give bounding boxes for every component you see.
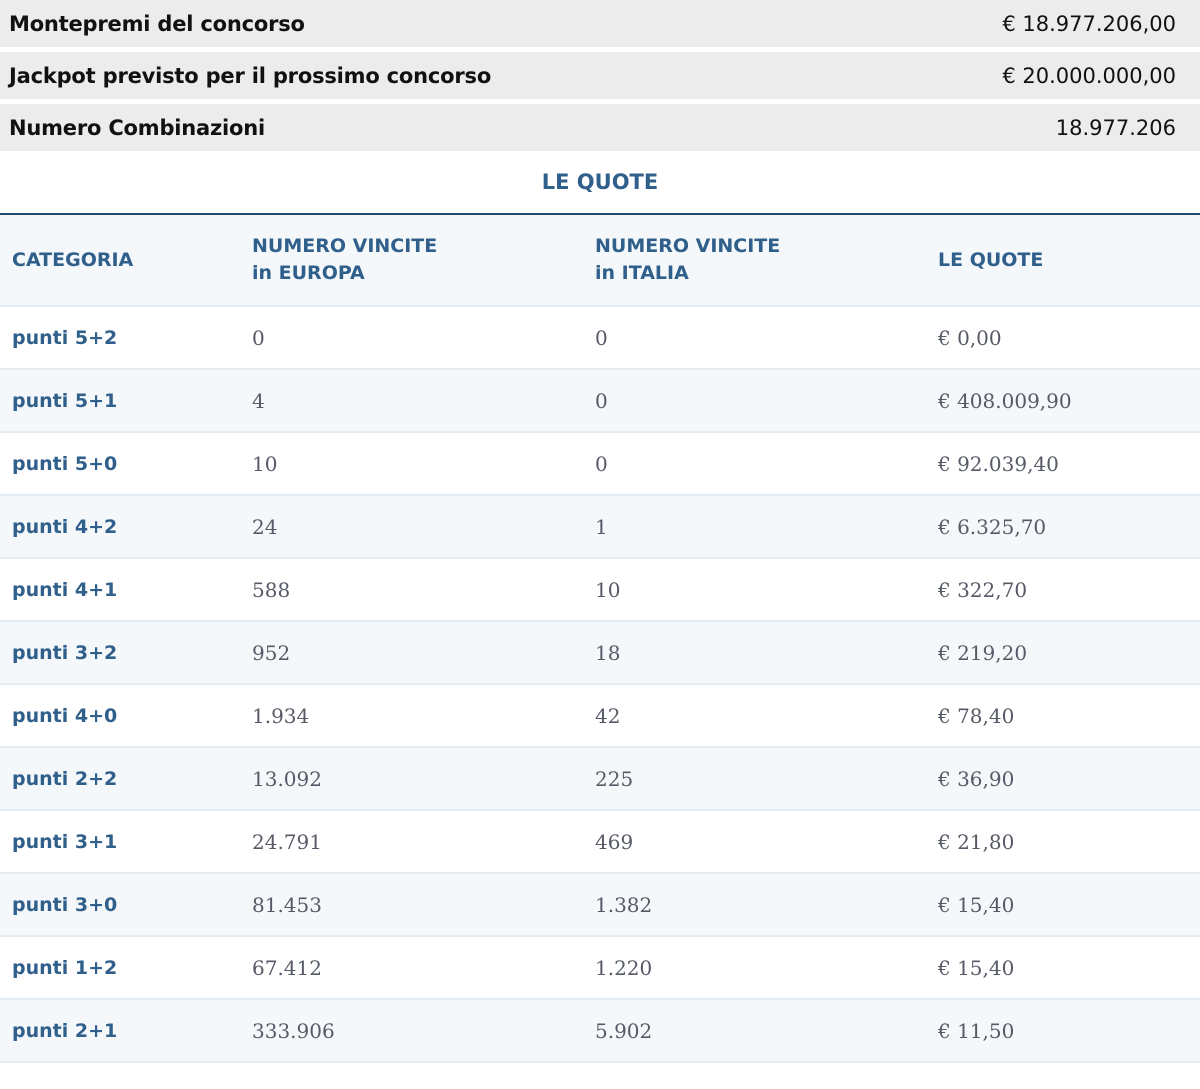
summary-row-combinazioni: Numero Combinazioni 18.977.206 bbox=[0, 104, 1200, 151]
cell-vincite-europa: 81.453 bbox=[252, 892, 322, 917]
cell-quota: € 6.325,70 bbox=[938, 514, 1047, 539]
cell-categoria: punti 3+1 bbox=[12, 830, 118, 853]
cell-vincite-italia: 1.220 bbox=[595, 955, 653, 980]
cell-quota: € 322,70 bbox=[938, 577, 1028, 602]
cell-quota: € 78,40 bbox=[938, 703, 1015, 728]
quote-section-title: LE QUOTE bbox=[0, 151, 1200, 215]
cell-vincite-italia: 18 bbox=[595, 640, 621, 665]
summary-table: Montepremi del concorso € 18.977.206,00 … bbox=[0, 0, 1200, 151]
table-row: punti 3+1 24.791 469 € 21,80 bbox=[0, 810, 1200, 873]
summary-value: 18.977.206 bbox=[1055, 115, 1176, 140]
cell-vincite-europa: 67.412 bbox=[252, 955, 322, 980]
cell-quota: € 11,50 bbox=[938, 1018, 1015, 1043]
table-row: punti 4+0 1.934 42 € 78,40 bbox=[0, 684, 1200, 747]
quote-table: CATEGORIA NUMERO VINCITE in EUROPA NUMER… bbox=[0, 215, 1200, 1063]
cell-vincite-europa: 588 bbox=[252, 577, 291, 602]
summary-value: € 18.977.206,00 bbox=[1002, 11, 1176, 36]
table-row: punti 3+0 81.453 1.382 € 15,40 bbox=[0, 873, 1200, 936]
table-row: punti 5+2 0 0 € 0,00 bbox=[0, 306, 1200, 369]
cell-quota: € 92.039,40 bbox=[938, 451, 1059, 476]
table-row: punti 2+2 13.092 225 € 36,90 bbox=[0, 747, 1200, 810]
cell-vincite-italia: 0 bbox=[595, 451, 608, 476]
cell-vincite-europa: 10 bbox=[252, 451, 278, 476]
cell-categoria: punti 2+2 bbox=[12, 767, 118, 790]
cell-vincite-italia: 225 bbox=[595, 766, 634, 791]
summary-label: Jackpot previsto per il prossimo concors… bbox=[9, 63, 492, 88]
table-row: punti 3+2 952 18 € 219,20 bbox=[0, 621, 1200, 684]
cell-categoria: punti 3+0 bbox=[12, 893, 118, 916]
cell-vincite-europa: 24.791 bbox=[252, 829, 322, 854]
cell-vincite-europa: 4 bbox=[252, 388, 265, 413]
cell-vincite-europa: 1.934 bbox=[252, 703, 310, 728]
cell-quota: € 15,40 bbox=[938, 892, 1015, 917]
cell-categoria: punti 5+2 bbox=[12, 326, 118, 349]
table-row: punti 2+1 333.906 5.902 € 11,50 bbox=[0, 999, 1200, 1062]
summary-row-montepremi: Montepremi del concorso € 18.977.206,00 bbox=[0, 0, 1200, 52]
cell-categoria: punti 4+2 bbox=[12, 515, 118, 538]
summary-label: Numero Combinazioni bbox=[9, 115, 266, 140]
cell-vincite-italia: 469 bbox=[595, 829, 634, 854]
cell-vincite-europa: 0 bbox=[252, 325, 265, 350]
cell-categoria: punti 3+2 bbox=[12, 641, 118, 664]
table-row: punti 5+0 10 0 € 92.039,40 bbox=[0, 432, 1200, 495]
cell-vincite-italia: 10 bbox=[595, 577, 621, 602]
summary-label: Montepremi del concorso bbox=[9, 11, 305, 36]
cell-vincite-italia: 1 bbox=[595, 514, 608, 539]
quote-table-header: CATEGORIA NUMERO VINCITE in EUROPA NUMER… bbox=[0, 215, 1200, 307]
cell-categoria: punti 4+1 bbox=[12, 578, 118, 601]
cell-vincite-italia: 42 bbox=[595, 703, 621, 728]
summary-row-jackpot: Jackpot previsto per il prossimo concors… bbox=[0, 52, 1200, 104]
cell-vincite-italia: 0 bbox=[595, 388, 608, 413]
cell-vincite-europa: 333.906 bbox=[252, 1018, 335, 1043]
header-vincite-europa: NUMERO VINCITE in EUROPA bbox=[240, 215, 583, 307]
header-quote: LE QUOTE bbox=[926, 215, 1200, 307]
cell-vincite-italia: 0 bbox=[595, 325, 608, 350]
cell-vincite-italia: 5.902 bbox=[595, 1018, 653, 1043]
cell-categoria: punti 5+1 bbox=[12, 389, 118, 412]
cell-vincite-europa: 952 bbox=[252, 640, 291, 665]
cell-quota: € 21,80 bbox=[938, 829, 1015, 854]
cell-quota: € 408.009,90 bbox=[938, 388, 1072, 413]
cell-categoria: punti 5+0 bbox=[12, 452, 118, 475]
cell-vincite-europa: 24 bbox=[252, 514, 278, 539]
cell-quota: € 36,90 bbox=[938, 766, 1015, 791]
summary-value: € 20.000.000,00 bbox=[1002, 63, 1176, 88]
cell-categoria: punti 1+2 bbox=[12, 956, 118, 979]
table-row: punti 4+2 24 1 € 6.325,70 bbox=[0, 495, 1200, 558]
cell-quota: € 219,20 bbox=[938, 640, 1028, 665]
table-row: punti 4+1 588 10 € 322,70 bbox=[0, 558, 1200, 621]
header-vincite-italia: NUMERO VINCITE in ITALIA bbox=[583, 215, 926, 307]
cell-quota: € 0,00 bbox=[938, 325, 1002, 350]
cell-vincite-europa: 13.092 bbox=[252, 766, 322, 791]
cell-categoria: punti 2+1 bbox=[12, 1019, 118, 1042]
header-categoria: CATEGORIA bbox=[0, 215, 240, 307]
cell-vincite-italia: 1.382 bbox=[595, 892, 653, 917]
table-row: punti 5+1 4 0 € 408.009,90 bbox=[0, 369, 1200, 432]
table-row: punti 1+2 67.412 1.220 € 15,40 bbox=[0, 936, 1200, 999]
cell-quota: € 15,40 bbox=[938, 955, 1015, 980]
cell-categoria: punti 4+0 bbox=[12, 704, 118, 727]
